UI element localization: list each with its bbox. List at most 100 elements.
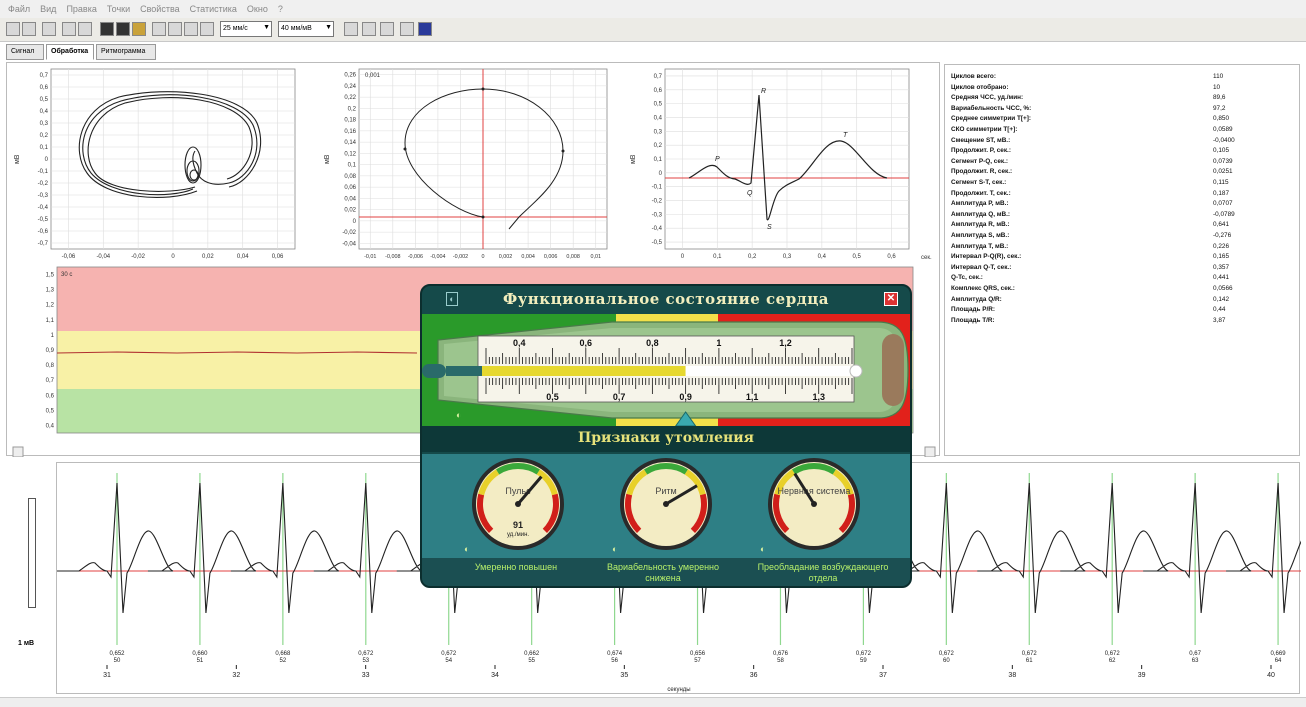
trend-ytick: 0,9 [46,348,55,354]
horizontal-scrollbar[interactable] [0,697,1306,707]
stat-label: Интервал P-Q(R), сек.: [951,253,1022,261]
menu-item-0[interactable]: Файл [8,4,31,14]
speed-combo[interactable]: 25 мм/с [220,21,272,37]
thermo-top-label: 1,2 [779,338,792,348]
stat-row: Комплекс QRS, сек.: 0,0566 [951,285,1295,295]
stat-label: Комплекс QRS, сек.: [951,285,1015,292]
stat-label: Продолжит. P, сек.: [951,147,1011,155]
rr-interval: 0,672 [441,651,457,657]
trend-ytick: 1,5 [46,273,55,279]
view-button[interactable] [62,22,76,36]
complex-ytick: -0,1 [652,185,663,191]
time-tick: 40 [1267,672,1275,679]
sound-icon[interactable]: ◐ [456,410,461,420]
settings-button[interactable] [200,22,214,36]
loop2-xtick: -0,004 [430,254,445,260]
gauge-unit: уд./мин. [507,532,529,538]
complex-xlabel: сек. [921,255,932,261]
record-button[interactable] [100,22,114,36]
back-button[interactable] [400,22,414,36]
zoom-in-button[interactable] [380,22,394,36]
menu-item-4[interactable]: Свойства [140,4,180,14]
loop1-xtick: -0,06 [62,254,76,260]
vector-loop-plot-2: 0,26 0,24 0,22 0,2 0,18 0,16 0,14 0,12 0,1 0,08 0,… [324,68,608,260]
stat-label: Амплитуда R, мВ.: [951,221,1010,229]
stat-row: Сегмент P-Q, сек.: 0,0739 [951,158,1295,168]
tab-signal[interactable]: Сигнал [6,44,44,60]
zoom-button[interactable] [78,22,92,36]
print-button[interactable] [42,22,56,36]
stat-row: Циклов отобрано: 10 [951,84,1295,94]
scale-bar[interactable] [28,498,36,608]
brush-tool-button[interactable] [184,22,198,36]
filter-button[interactable] [132,22,146,36]
markers-button[interactable] [362,22,376,36]
loop1-ytick: 0,4 [40,109,49,115]
loop2-ytick: 0,02 [344,208,356,214]
gauge-sound-icon-1[interactable]: ◐ [464,544,469,554]
stat-label: Амплитуда T, мВ.: [951,242,1009,250]
menu-item-5[interactable]: Статистика [189,4,237,14]
loop2-xtick: 0,01 [590,254,601,260]
gauge-sound-icon-3[interactable]: ◐ [760,544,765,554]
loop1-ytick: 0,3 [40,121,49,127]
complex-ytick: -0,3 [652,212,663,218]
loop2-ytick: 0 [353,219,357,225]
complex-ytick: 0,4 [654,115,663,121]
wave-label-p: P [715,156,720,163]
stat-label: Амплитуда Q/R: [951,295,1002,303]
stat-label: Сегмент P-Q, сек.: [951,157,1009,165]
stat-row: Интервал P-Q(R), сек.: 0,165 [951,253,1295,263]
loop1-ytick: -0,5 [38,217,49,223]
loop1-xtick: 0 [171,254,175,260]
complex-ytick: 0,1 [654,157,663,163]
stat-value: 0,226 [1213,242,1229,250]
menu-item-6[interactable]: Окно [246,4,268,14]
stat-row: СКО симметрии T[+]: 0,0589 [951,126,1295,136]
stat-row: Амплитуда T, мВ.: 0,226 [951,243,1295,253]
stat-value: 97,2 [1213,104,1226,112]
rr-interval: 0,672 [939,651,955,657]
stat-row: Среднее симметрии T[+]: 0,850 [951,115,1295,125]
speaker-icon[interactable]: ◐ [446,292,458,306]
stat-value: 0,105 [1213,147,1229,155]
save-button[interactable] [22,22,36,36]
rr-index: 62 [1109,658,1116,664]
rr-interval: 0,674 [607,651,623,657]
menu-item-2[interactable]: Правка [66,4,97,14]
stat-label: Средняя ЧСС, уд./мин: [951,94,1024,102]
pen-tool-button[interactable] [152,22,166,36]
trend-ytick: 1,1 [46,318,55,324]
marker-tool-button[interactable] [168,22,182,36]
complex-ytick: 0,7 [654,74,663,80]
menu-item-3[interactable]: Точки [106,4,131,14]
gauge-needle [665,484,698,506]
tab-rhythmogram[interactable]: Ритмограмма [96,44,156,60]
stat-row: Циклов всего: 110 [951,73,1295,83]
time-tick: 32 [232,672,240,679]
interval-button[interactable] [344,22,358,36]
trend-corner-label: 30 с [61,272,72,278]
menu-item-7[interactable]: ? [277,4,283,14]
wave-label-r: R [761,88,766,95]
play-button[interactable] [418,22,432,36]
gauge-sound-icon-2[interactable]: ◐ [612,544,617,554]
time-tick: 35 [620,672,628,679]
scroll-right-button[interactable] [924,446,936,458]
close-button[interactable]: ✕ [884,292,898,306]
stat-value: 0,0707 [1213,200,1233,208]
complex-ytick: 0,6 [654,88,663,94]
trend-ytick: 0,6 [46,393,55,399]
tab-processing[interactable]: Обработка [46,44,94,60]
scroll-left-button[interactable] [12,446,24,458]
rr-index: 61 [1026,658,1033,664]
menu-item-1[interactable]: Вид [40,4,57,14]
rr-interval: 0,67 [1189,651,1201,657]
loop1-xtick: -0,02 [131,254,145,260]
stop-button[interactable] [116,22,130,36]
amplitude-combo[interactable]: 40 мм/мВ [278,21,334,37]
wave-label-q: Q [747,190,753,197]
loop2-xtick: 0,002 [499,254,513,260]
open-file-button[interactable] [6,22,20,36]
gauge-nervous-system: Нервная система [768,458,860,550]
